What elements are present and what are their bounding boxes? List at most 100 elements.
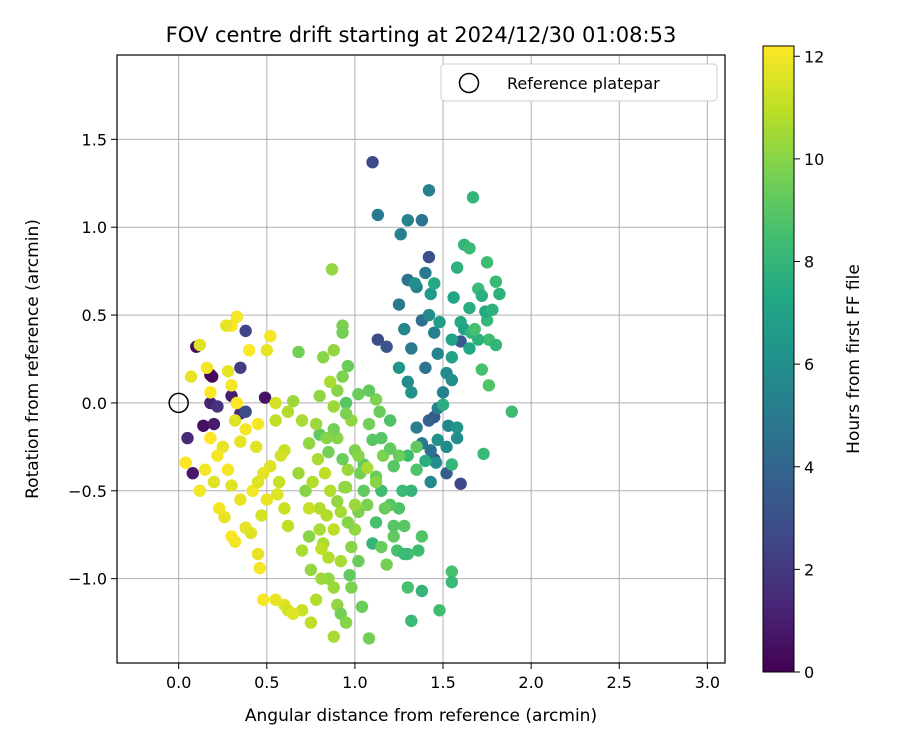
data-point: [225, 379, 238, 392]
data-point: [369, 393, 383, 406]
data-point: [331, 495, 344, 508]
data-point: [339, 407, 353, 420]
data-point: [253, 561, 266, 575]
data-point: [309, 417, 323, 431]
data-point: [228, 535, 242, 548]
data-point: [322, 551, 335, 564]
data-point: [405, 614, 418, 628]
data-point: [428, 277, 441, 290]
data-point: [311, 452, 325, 466]
data-point: [341, 516, 355, 529]
colorbar-tick-label: 2: [804, 560, 814, 579]
data-point: [383, 442, 397, 455]
data-point: [207, 475, 221, 489]
data-point: [269, 593, 282, 606]
data-point: [207, 417, 221, 431]
legend-marker-open-circle: [458, 72, 480, 94]
data-point: [431, 347, 444, 360]
data-point: [264, 329, 277, 343]
colorbar-ticks: 0 2 4 6 8 10 12: [794, 47, 824, 682]
data-point: [304, 616, 318, 629]
data-point: [316, 351, 330, 364]
data-point: [250, 440, 263, 454]
data-point: [392, 449, 406, 462]
data-point: [331, 384, 344, 397]
data-point: [327, 400, 340, 413]
data-point: [352, 387, 365, 401]
data-point: [325, 263, 339, 276]
data-point: [193, 338, 207, 352]
data-point: [221, 463, 235, 476]
data-point: [401, 375, 414, 389]
data-point: [343, 568, 356, 582]
data-point: [336, 326, 349, 339]
data-point: [239, 405, 252, 418]
data-point: [410, 463, 423, 476]
colorbar-tick-label: 6: [804, 355, 814, 374]
data-point: [489, 338, 503, 352]
data-point: [193, 484, 207, 497]
data-point: [415, 530, 429, 543]
data-point: [302, 437, 316, 450]
data-point: [299, 484, 312, 497]
data-point: [324, 484, 337, 497]
data-point: [468, 322, 481, 336]
data-point: [327, 581, 340, 594]
colorbar-tick-label: 8: [804, 253, 814, 272]
data-point: [251, 475, 265, 489]
x-axis-ticks: 0.0 0.5 1.0 1.5 2.0 2.5 3.0: [166, 663, 720, 692]
data-point: [313, 523, 326, 536]
x-tick-label: 0.5: [254, 673, 279, 692]
data-point: [450, 261, 464, 274]
data-point: [292, 345, 305, 359]
data-point: [415, 213, 429, 227]
data-point: [445, 333, 459, 346]
data-point: [336, 452, 349, 466]
data-point: [234, 361, 247, 374]
data-point: [230, 310, 244, 324]
data-point: [355, 600, 369, 613]
data-point: [318, 467, 332, 480]
data-point: [239, 423, 252, 436]
data-point: [486, 303, 499, 316]
data-point: [278, 502, 291, 515]
data-point: [313, 389, 326, 403]
data-point: [445, 458, 459, 471]
data-point: [341, 463, 355, 476]
colorbar-label: Hours from first FF file: [844, 264, 864, 454]
data-point: [348, 498, 362, 512]
data-point: [327, 423, 340, 436]
data-point: [309, 593, 323, 606]
data-point: [271, 488, 284, 501]
data-point: [445, 575, 459, 589]
data-point: [371, 333, 385, 346]
data-point: [482, 379, 496, 392]
data-point: [287, 607, 300, 620]
data-point: [322, 445, 335, 459]
data-point: [257, 593, 270, 606]
data-point: [450, 421, 464, 434]
x-tick-label: 2.5: [607, 673, 632, 692]
data-point: [424, 475, 437, 489]
data-point: [281, 405, 295, 418]
data-point: [352, 554, 365, 568]
data-point: [405, 342, 418, 355]
data-point: [272, 475, 286, 489]
data-point: [251, 547, 265, 561]
plot-frame: [116, 54, 726, 664]
data-point: [320, 509, 333, 522]
data-point: [387, 459, 400, 473]
data-point: [369, 516, 383, 529]
data-point: [383, 414, 397, 427]
colorbar: [762, 45, 795, 673]
data-point: [357, 484, 370, 497]
data-point: [415, 584, 429, 598]
data-point: [493, 287, 506, 301]
data-point: [375, 431, 388, 445]
data-point: [204, 431, 217, 445]
data-point: [341, 359, 355, 373]
data-point: [352, 449, 365, 462]
data-point: [398, 519, 411, 533]
data-point: [378, 502, 392, 515]
